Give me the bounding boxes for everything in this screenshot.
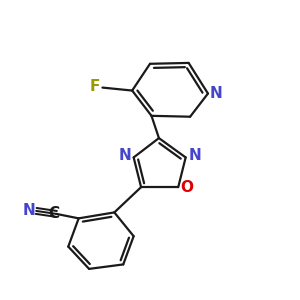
Text: N: N <box>22 202 35 217</box>
Text: N: N <box>210 86 223 101</box>
Text: N: N <box>188 148 201 164</box>
Text: O: O <box>181 180 194 195</box>
Text: N: N <box>118 148 131 164</box>
Text: C: C <box>48 206 59 220</box>
Text: F: F <box>90 79 100 94</box>
